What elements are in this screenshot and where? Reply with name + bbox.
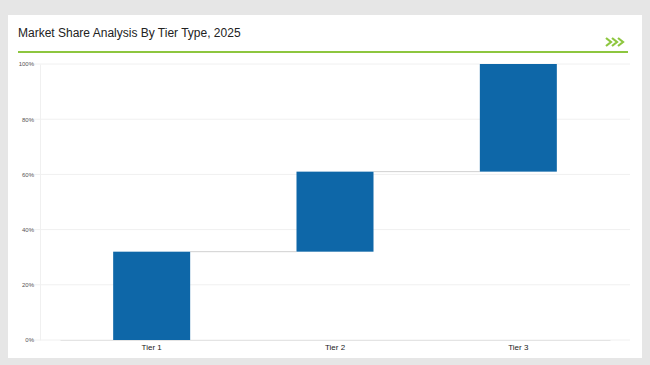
bars xyxy=(113,64,557,340)
y-tick-label: 0% xyxy=(25,337,34,343)
x-tick-label: Tier 2 xyxy=(325,343,346,352)
y-tick-label: 80% xyxy=(22,117,35,123)
chevron-icon xyxy=(618,38,623,46)
y-tick-label: 40% xyxy=(22,227,35,233)
connector xyxy=(374,171,480,172)
chart-root: Market Share Analysis By Tier Type, 2025… xyxy=(0,0,650,365)
x-tick: Tier 1 xyxy=(142,340,163,352)
y-tick: 20% xyxy=(22,282,40,288)
y-tick-label: 100% xyxy=(19,61,35,67)
x-tick: Tier 2 xyxy=(325,340,346,352)
y-axis-line xyxy=(40,65,41,341)
y-tick: 0% xyxy=(25,337,40,343)
y-tick: 100% xyxy=(19,61,40,67)
grid xyxy=(30,64,630,340)
y-tick: 60% xyxy=(22,172,40,178)
y-tick-label: 20% xyxy=(22,282,35,288)
bar xyxy=(297,172,374,252)
x-axis: Tier 1 Tier 2 Tier 3 xyxy=(61,340,611,352)
x-axis-line xyxy=(61,340,611,341)
y-tick-label: 60% xyxy=(22,172,35,178)
connector xyxy=(190,251,296,252)
y-axis: 0% 20% 40% 60% 80% 100% xyxy=(19,61,41,343)
chevron-icon xyxy=(612,38,617,46)
y-tick: 40% xyxy=(22,227,40,233)
chevron-icon xyxy=(606,38,611,46)
panel xyxy=(8,15,642,358)
y-tick: 80% xyxy=(22,117,40,123)
x-tick-label: Tier 3 xyxy=(508,343,529,352)
title: Market Share Analysis By Tier Type, 2025 xyxy=(18,26,241,40)
x-tick: Tier 3 xyxy=(508,340,529,352)
bar xyxy=(113,252,190,340)
x-tick-label: Tier 1 xyxy=(142,343,163,352)
bar xyxy=(480,64,557,172)
title-rule xyxy=(18,51,628,53)
